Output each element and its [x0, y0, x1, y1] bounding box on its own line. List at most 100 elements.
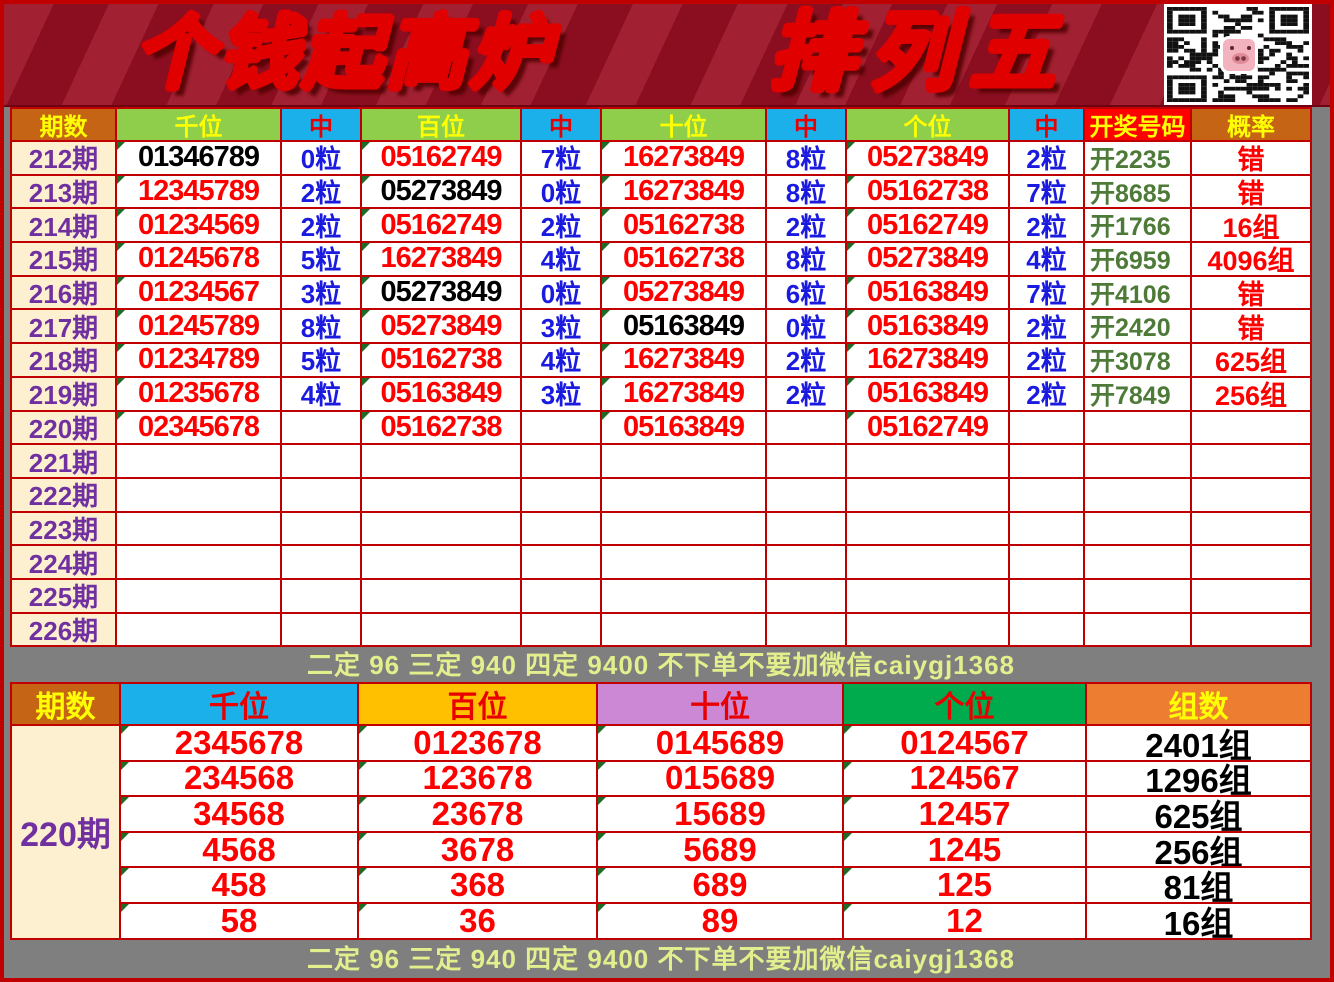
hit-count-cell [282, 512, 362, 547]
number-cell: 12345789 [117, 175, 282, 210]
table2-period-cell: 220期 [12, 726, 121, 940]
probability-cell: 错 [1192, 175, 1312, 210]
hit-count-cell [522, 478, 602, 513]
number-cell [847, 445, 1010, 479]
number-cell: 05163849 [847, 276, 1010, 311]
number-cell: 4568 [121, 832, 359, 869]
hit-count-cell [767, 579, 847, 614]
probability-cell [1192, 512, 1312, 547]
promo-banner-middle: 二定 96 三定 940 四定 9400 不下单不要加微信caiygj1368 [306, 650, 1016, 680]
draw-number-cell: 开2235 [1085, 142, 1192, 176]
draw-number-cell: 开3078 [1085, 344, 1192, 378]
period-cell: 222期 [12, 478, 117, 513]
table2-header-2: 百位 [359, 684, 598, 726]
hit-count-cell: 2粒 [767, 377, 847, 412]
draw-number-cell [1085, 546, 1192, 580]
number-cell: 16273849 [362, 243, 522, 277]
number-cell [847, 512, 1010, 547]
hit-count-cell: 2粒 [282, 209, 362, 244]
number-cell: 34568 [121, 797, 359, 833]
table1-header-9: 开奖号码 [1085, 109, 1192, 142]
number-cell [602, 445, 767, 479]
number-cell [602, 579, 767, 614]
number-cell: 05162738 [602, 243, 767, 277]
table2-header-0: 期数 [12, 684, 121, 726]
group-count-cell: 2401组 [1087, 726, 1312, 762]
banner-title-right: 排列五 [684, 4, 1154, 102]
number-cell: 01245789 [117, 310, 282, 345]
hit-count-cell: 2粒 [1010, 377, 1085, 412]
number-cell: 12 [844, 903, 1087, 940]
hit-count-cell [282, 579, 362, 614]
number-cell: 368 [359, 868, 598, 904]
number-cell [362, 445, 522, 479]
number-cell: 0124567 [844, 726, 1087, 762]
hit-count-cell [767, 546, 847, 580]
number-cell: 36 [359, 903, 598, 940]
number-cell: 05162738 [847, 175, 1010, 210]
table1-header-8: 中 [1010, 109, 1085, 142]
hit-count-cell [1010, 613, 1085, 648]
draw-number-cell: 开2420 [1085, 310, 1192, 345]
hit-count-cell: 2粒 [767, 344, 847, 378]
period-cell: 213期 [12, 175, 117, 210]
probability-cell [1192, 445, 1312, 479]
table2-header-5: 组数 [1087, 684, 1312, 726]
number-cell [117, 478, 282, 513]
period-cell: 215期 [12, 243, 117, 277]
hit-count-cell: 7粒 [1010, 175, 1085, 210]
number-cell: 16273849 [602, 175, 767, 210]
number-cell: 689 [598, 868, 844, 904]
number-cell: 2345678 [121, 726, 359, 762]
period-cell: 223期 [12, 512, 117, 547]
hit-count-cell [1010, 546, 1085, 580]
number-cell [602, 478, 767, 513]
number-cell: 124567 [844, 761, 1087, 798]
group-count-cell: 625组 [1087, 797, 1312, 833]
table2-header-4: 个位 [844, 684, 1087, 726]
hit-count-cell: 3粒 [522, 310, 602, 345]
period-cell: 217期 [12, 310, 117, 345]
period-cell: 225期 [12, 579, 117, 614]
table2-header-3: 十位 [598, 684, 844, 726]
probability-cell [1192, 411, 1312, 446]
number-cell: 05273849 [362, 175, 522, 210]
period-cell: 219期 [12, 377, 117, 412]
hit-count-cell: 2粒 [282, 175, 362, 210]
hit-count-cell [767, 445, 847, 479]
draw-number-cell: 开1766 [1085, 209, 1192, 244]
number-cell: 458 [121, 868, 359, 904]
number-cell: 1245 [844, 832, 1087, 869]
number-cell [362, 546, 522, 580]
probability-cell [1192, 478, 1312, 513]
hit-count-cell [522, 411, 602, 446]
number-cell [362, 512, 522, 547]
draw-number-cell [1085, 613, 1192, 648]
hit-count-cell: 8粒 [282, 310, 362, 345]
group-count-table: 期数 千位 百位 十位 个位 组数 220期 2345678 0123678 0145689 012… [10, 682, 1312, 940]
hit-count-cell: 0粒 [522, 175, 602, 210]
number-cell [117, 613, 282, 648]
number-cell [117, 512, 282, 547]
hit-count-cell [282, 478, 362, 513]
hit-count-cell: 0粒 [767, 310, 847, 345]
hit-count-cell: 8粒 [767, 142, 847, 176]
period-cell: 221期 [12, 445, 117, 479]
number-cell [847, 478, 1010, 513]
hit-count-cell: 2粒 [1010, 209, 1085, 244]
period-cell: 214期 [12, 209, 117, 244]
hit-count-cell: 5粒 [282, 243, 362, 277]
hit-count-cell: 8粒 [767, 243, 847, 277]
number-cell: 05273849 [362, 276, 522, 311]
draw-number-cell: 开8685 [1085, 175, 1192, 210]
hit-count-cell [522, 512, 602, 547]
hit-count-cell [522, 445, 602, 479]
draw-number-cell [1085, 512, 1192, 547]
number-cell: 58 [121, 903, 359, 940]
number-cell [117, 546, 282, 580]
period-cell: 220期 [12, 411, 117, 446]
period-cell: 216期 [12, 276, 117, 311]
probability-cell: 错 [1192, 310, 1312, 345]
hit-count-cell: 3粒 [522, 377, 602, 412]
number-cell: 05273849 [847, 142, 1010, 176]
